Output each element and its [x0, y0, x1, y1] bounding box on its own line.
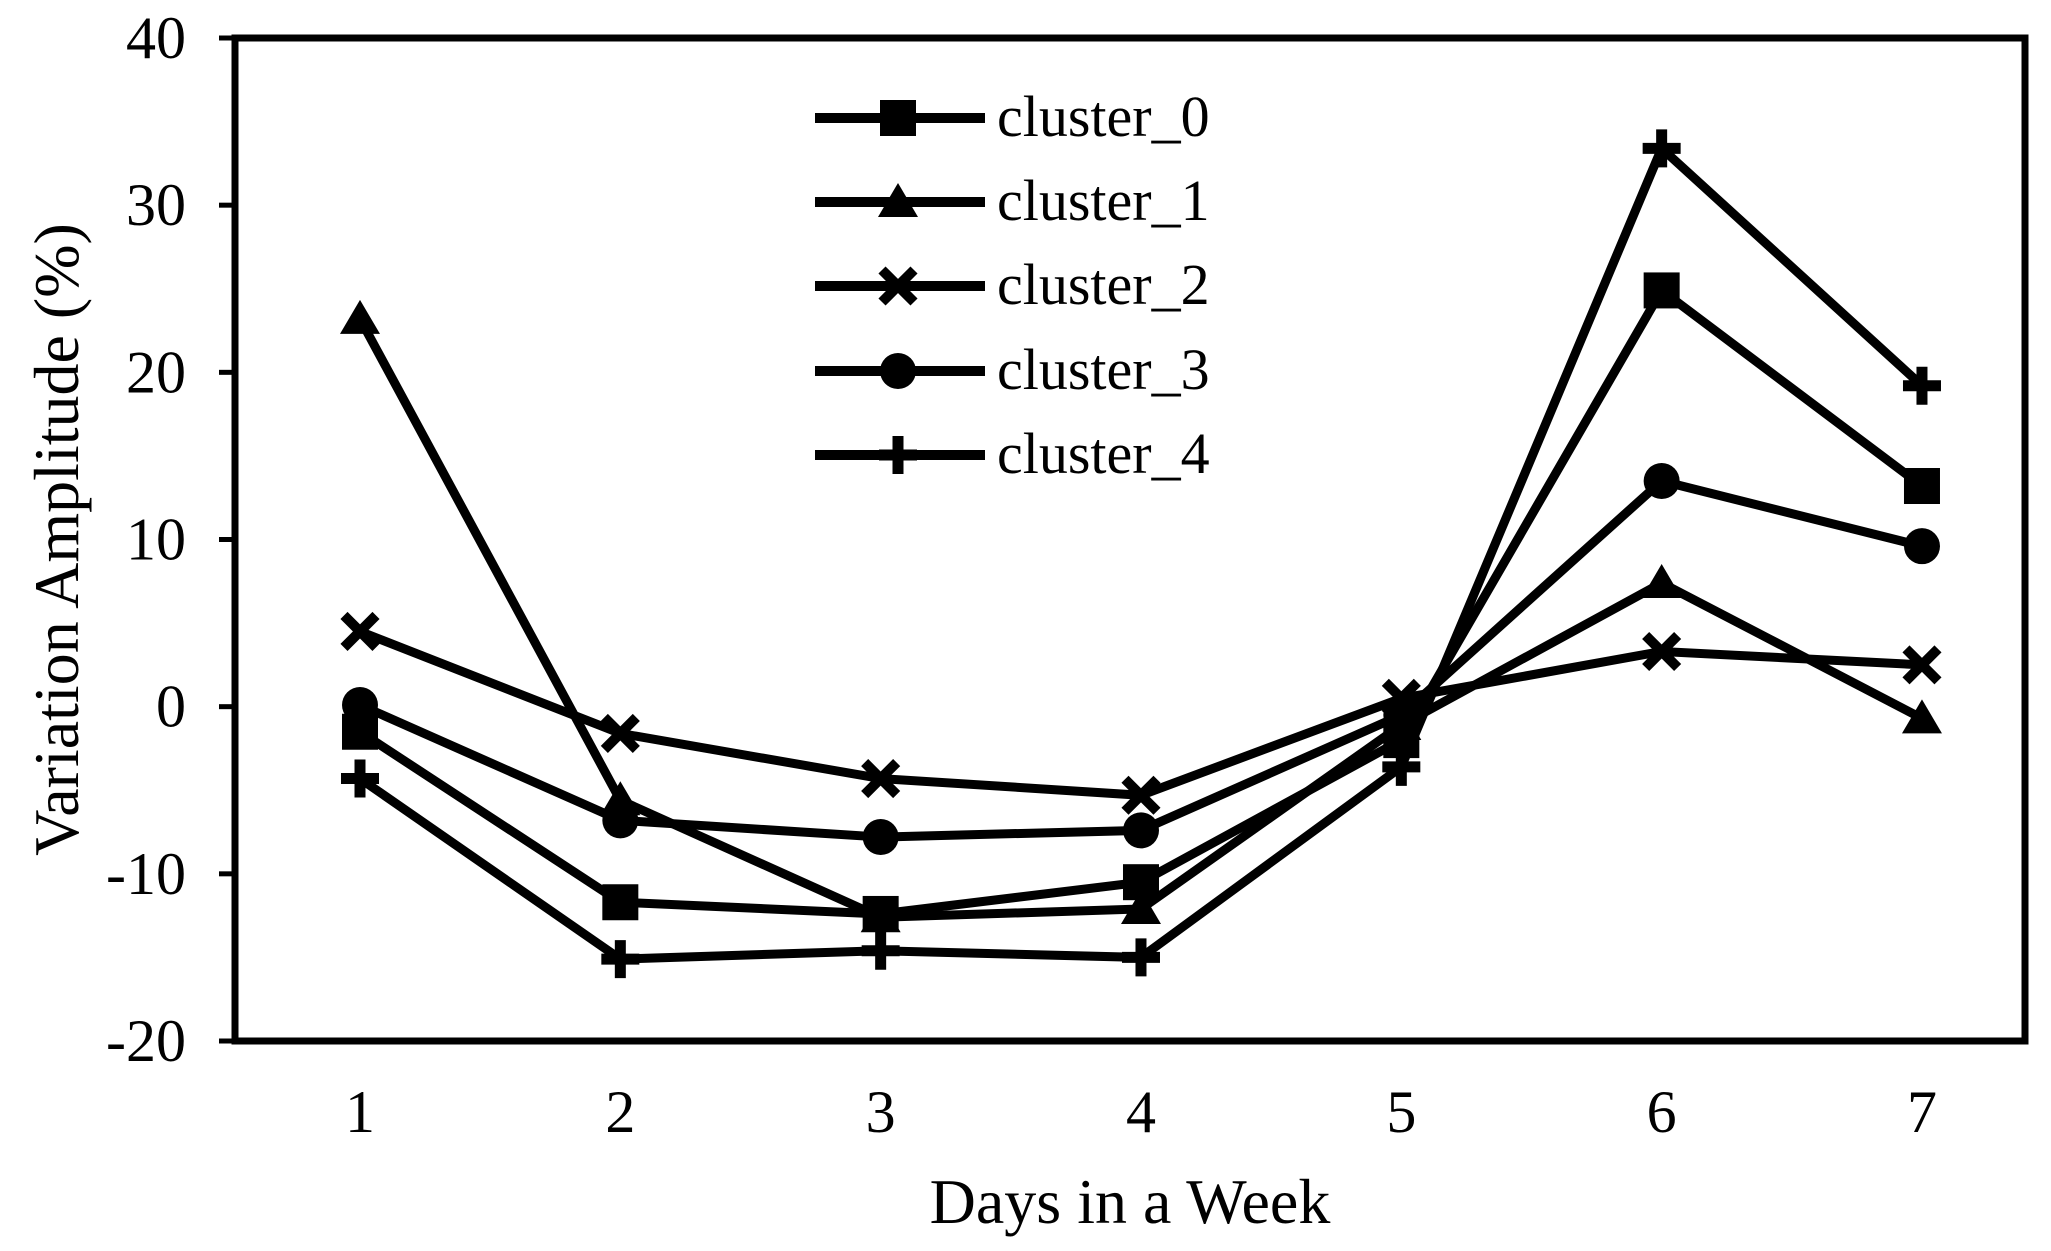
circle-marker-icon: [1122, 812, 1159, 849]
plus-marker-icon: [1902, 366, 1941, 405]
circle-marker-icon: [1903, 528, 1940, 565]
x-tick-label: 5: [1386, 1079, 1416, 1145]
x-tick-label: 4: [1126, 1079, 1156, 1145]
circle-marker-icon: [342, 686, 378, 723]
x-marker-icon: [861, 759, 901, 799]
legend-label: cluster_1: [997, 168, 1210, 233]
legend: cluster_0 cluster_1 cluster_2 cluster_3clus…: [815, 84, 1210, 486]
series-cluster_1: [340, 299, 1942, 933]
legend-item-cluster_0: cluster_0: [815, 84, 1210, 149]
square-marker-icon: [880, 100, 916, 136]
series-line: [358, 476, 1924, 842]
y-tick-label: 30: [126, 172, 186, 238]
triangle-marker-icon: [1901, 699, 1942, 734]
y-axis: 40 30 20 10 0 -10 -20: [106, 5, 235, 1074]
plus-marker-icon: [1121, 938, 1160, 977]
triangle-marker-icon: [1641, 563, 1682, 598]
x-tick-label: 1: [345, 1079, 375, 1145]
y-tick-label: 10: [126, 507, 186, 573]
x-tick-label: 3: [866, 1079, 896, 1145]
legend-label: cluster_4: [997, 421, 1210, 486]
x-marker-icon: [878, 266, 918, 306]
circle-marker-icon: [602, 802, 639, 839]
x-tick-label: 2: [605, 1079, 635, 1145]
triangle-marker-icon: [860, 898, 901, 933]
legend-label: cluster_0: [997, 84, 1210, 149]
plus-marker-icon: [1382, 747, 1421, 786]
x-axis-title: Days in a Week: [930, 1166, 1331, 1237]
circle-marker-icon: [862, 819, 899, 856]
series-line: [358, 627, 1923, 800]
series-cluster_2: [340, 611, 1942, 815]
series-cluster_4: [341, 129, 1941, 979]
circle-marker-icon: [1383, 697, 1420, 734]
y-tick-label: -10: [106, 841, 186, 907]
x-tick-label: 7: [1907, 1079, 1937, 1145]
legend-item-cluster_2: cluster_2: [815, 252, 1210, 317]
square-marker-icon: [1643, 272, 1680, 309]
y-tick-label: -20: [106, 1008, 186, 1074]
legend-label: cluster_2: [997, 252, 1210, 317]
x-marker-icon: [1121, 775, 1161, 815]
x-axis: 1 2 3 4 5 6 7: [345, 1079, 1937, 1145]
triangle-marker-icon: [878, 183, 918, 217]
series-cluster_3: [342, 462, 1940, 856]
square-marker-icon: [1903, 468, 1940, 505]
legend-item-cluster_4: cluster_4: [815, 421, 1210, 486]
triangle-marker-icon: [1120, 889, 1161, 924]
x-tick-label: 6: [1647, 1079, 1677, 1145]
triangle-marker-icon: [340, 299, 380, 334]
x-marker-icon: [340, 611, 380, 651]
legend-item-cluster_1: cluster_1: [815, 168, 1210, 233]
x-marker-icon: [1902, 645, 1942, 685]
square-marker-icon: [602, 884, 639, 921]
legend-label: cluster_3: [997, 337, 1210, 402]
y-axis-title: Variation Amplitude (%): [21, 223, 92, 856]
circle-marker-icon: [1643, 462, 1680, 499]
x-marker-icon: [600, 713, 640, 753]
series-cluster_0: [342, 272, 1940, 932]
y-tick-label: 20: [126, 339, 186, 405]
plus-marker-icon: [861, 931, 900, 970]
plus-marker-icon: [601, 940, 640, 979]
circle-marker-icon: [880, 353, 916, 389]
x-marker-icon: [1642, 631, 1682, 672]
y-tick-label: 40: [126, 5, 186, 71]
plus-marker-icon: [1642, 129, 1681, 168]
y-tick-label: 0: [156, 674, 186, 740]
plus-marker-icon: [879, 436, 917, 474]
legend-item-cluster_3: cluster_3: [815, 337, 1210, 402]
plus-marker-icon: [341, 759, 379, 798]
